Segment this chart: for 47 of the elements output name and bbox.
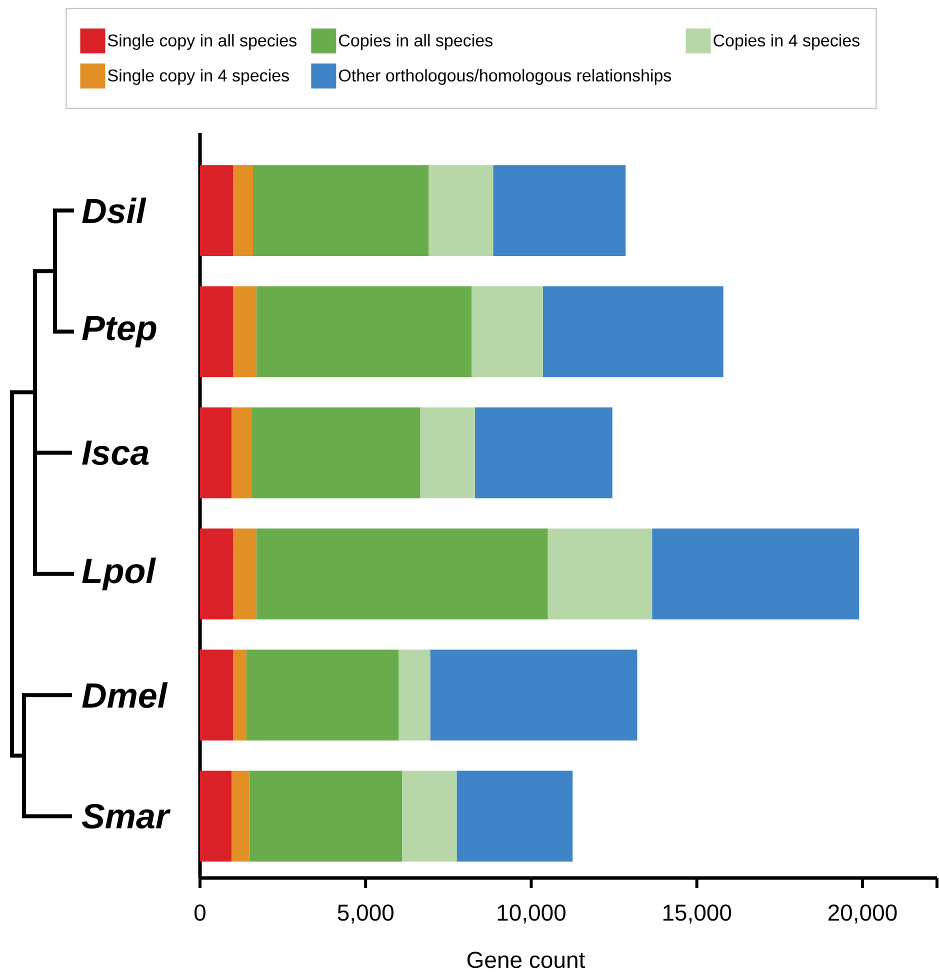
bar [233,528,256,620]
bar [200,165,234,256]
bar [398,650,430,740]
bar [542,286,724,378]
bar [233,286,256,378]
bar [200,286,234,378]
y-tick-label: Dmel [82,682,168,708]
bar [233,650,246,740]
bar [233,165,253,256]
legend-label: Copies in all species [339,34,492,50]
y-tick-label: Ptep [82,316,156,348]
bar [256,286,472,378]
bar [420,407,475,498]
bar [200,528,234,620]
bar [428,165,494,256]
y-tick-label: Smar [82,804,171,829]
x-tick-label: 5,000 [338,904,394,924]
bar [474,407,612,498]
x-axis-title: Gene count [467,952,586,968]
bar [200,407,232,498]
y-tick-label: Lpol [82,558,156,590]
bar [231,407,252,498]
bar [252,165,429,256]
bar [231,770,250,862]
bar [430,650,638,740]
x-tick-label: 0 [194,904,206,921]
bar [200,770,232,862]
legend-label: Copies in 4 species [714,34,860,50]
bar [200,650,234,740]
y-tick-label: Isca [82,440,149,466]
y-tick-label: Dsil [82,198,146,224]
bar [256,528,548,620]
x-tick-label: 10,000 [498,904,566,924]
x-tick-label: 20,000 [828,904,897,924]
bar [251,407,420,498]
bar [456,770,573,862]
x-tick-label: 15,000 [663,904,732,924]
legend-label: Other orthologous/homologous relationships [338,69,672,85]
bar [246,650,399,740]
bar [493,165,626,256]
bar [652,528,860,620]
bar [402,770,457,862]
bar [548,528,652,620]
legend-label: Single copy in 4 species [108,69,289,85]
bar [472,286,543,378]
legend-label: Single copy in all species [108,34,297,50]
bar [250,770,402,862]
